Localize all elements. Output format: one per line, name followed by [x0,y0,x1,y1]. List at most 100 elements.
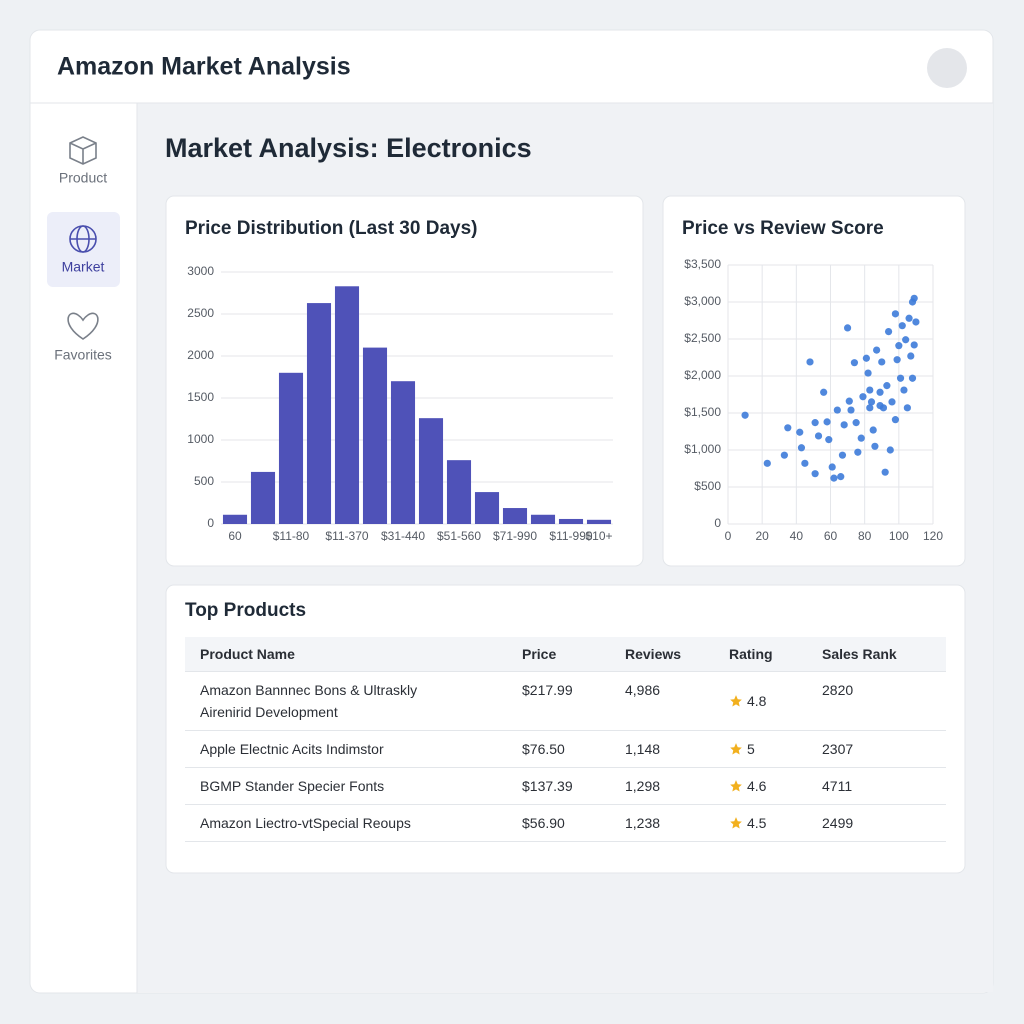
y-tick-label: 2000 [187,348,214,362]
rating: 5 [747,741,755,757]
column-header: Product Name [200,646,295,662]
rating-cell: 5 [729,738,822,760]
page-title: Market Analysis: Electronics [165,133,532,163]
bar [530,514,556,524]
y-tick-label: $1,500 [684,405,721,419]
point [866,404,874,412]
x-tick-label: 80 [858,529,872,543]
point [869,426,877,434]
rating-cell: 4.8 [729,679,822,723]
table-row: Apple Electnic Acits Indimstor $76.50 1,14… [185,731,946,768]
point [903,404,911,412]
point [900,386,908,394]
cell: Amazon Liectro-vtSpecial Reoups [200,812,522,834]
y-tick-label: $3,500 [684,257,721,271]
point [847,406,855,414]
point [852,419,860,427]
cell: 1,238 [625,815,661,831]
point [905,314,913,322]
point [888,398,896,406]
cell: $56.90 [522,815,565,831]
cell: Amazon Bannnec Bons & Ultraskly Aireniri… [200,679,522,723]
cell: 2820 [822,682,854,698]
bar [446,460,472,524]
point [806,358,814,366]
avatar[interactable] [927,48,967,88]
point [908,374,917,382]
products-table: Product Name Price Reviews Rating Sales Rank… [185,637,946,842]
point [886,446,894,454]
point [833,406,841,414]
point [893,356,901,364]
point [784,424,792,432]
y-tick-label: 1000 [187,432,214,446]
nav-label: Market [62,259,105,275]
point [825,436,833,444]
point [796,428,804,436]
point [850,359,859,367]
point [871,442,879,450]
point [883,382,891,390]
star-icon [730,817,742,829]
column-header: Rating [729,646,773,662]
rating-cell: 4.6 [729,775,822,797]
cell: BGMP Stander Specier Fonts [200,775,522,797]
y-tick-label: $2,500 [684,331,721,345]
y-tick-label: 3000 [187,264,214,278]
rating: 4.5 [747,815,767,831]
y-tick-label: 0 [207,516,214,530]
cell: 2307 [822,741,854,757]
x-tick-label: 20 [755,529,769,543]
bar [474,492,500,524]
point [801,459,809,467]
point [828,463,836,471]
bar [390,381,416,524]
point [896,374,905,382]
y-tick-label: 1500 [187,390,214,404]
table-row: BGMP Stander Specier Fonts $137.39 1,298 4.… [185,768,946,805]
point [830,474,838,482]
point [881,468,889,476]
star-icon [730,743,742,755]
point [811,470,819,478]
card [662,195,966,567]
nav-label: Product [59,170,107,186]
x-tick-label: $11-990 [549,529,592,543]
point [763,459,771,467]
table-header: Product Name Price Reviews Rating Sales Rank [185,637,946,672]
bar [418,418,444,524]
cell: $217.99 [522,682,573,698]
nav-product[interactable]: Product [59,136,107,186]
point [891,310,900,318]
x-tick-label: 40 [790,529,804,543]
cell: 4711 [822,778,853,794]
point [898,322,906,330]
point [910,341,918,349]
table-row: Amazon Liectro-vtSpecial Reoups $56.90 1,2… [185,805,946,842]
cell: Apple Electnic Acits Indimstor [200,738,522,760]
column-header: Reviews [625,646,682,662]
point [797,444,806,452]
point [823,418,831,426]
table-row: Amazon Bannnec Bons & Ultraskly Aireniri… [185,672,946,731]
y-tick-label: 500 [194,474,214,488]
point [864,369,872,377]
table-title: Top Products [185,600,306,621]
point [910,294,918,302]
nav-label: Favorites [54,347,112,363]
point [857,434,865,442]
nav-market[interactable]: Market [47,212,120,287]
cell: 1,298 [625,778,661,794]
y-tick-label: 2500 [187,306,214,320]
point [820,388,828,396]
bar [278,372,304,524]
bar [306,303,332,524]
point [867,398,876,406]
x-tick-label: 0 [725,529,732,543]
point [814,432,823,440]
cell: 1,148 [625,741,661,757]
point [891,416,900,424]
nav-favorites[interactable]: Favorites [54,312,112,363]
y-tick-label: $3,000 [684,294,721,308]
